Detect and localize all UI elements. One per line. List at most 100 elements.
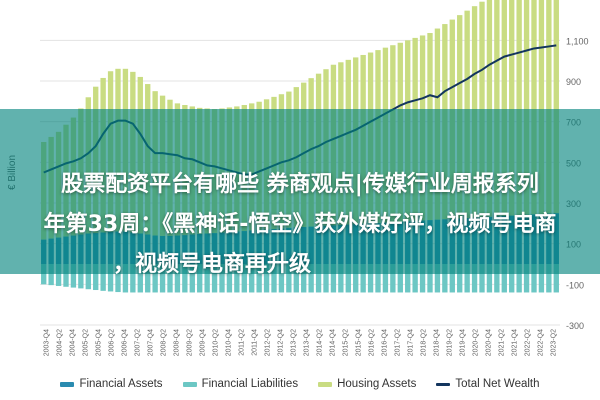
x-tick-label: 2019-Q4 <box>459 329 466 356</box>
bar-financial-liabilities <box>122 264 129 293</box>
x-tick-label: 2012-Q4 <box>277 329 284 356</box>
bar-financial-liabilities <box>419 264 426 293</box>
legend-item: Financial Liabilities <box>182 378 298 390</box>
x-tick-label: 2011-Q2 <box>238 329 245 356</box>
bar-financial-liabilities <box>479 264 485 293</box>
legend-swatch <box>182 381 197 387</box>
bar-financial-liabilities <box>174 264 181 293</box>
bar-financial-liabilities <box>152 264 158 293</box>
x-tick-label: 2018-Q4 <box>433 329 440 356</box>
bar-financial-liabilities <box>286 264 292 293</box>
x-tick-label: 2012-Q2 <box>264 329 271 356</box>
bar-financial-liabilities <box>256 264 262 293</box>
bar-financial-liabilities <box>308 264 314 293</box>
bar-financial-liabilities <box>197 264 203 293</box>
bar-housing-assets <box>486 0 493 217</box>
x-tick-label: 2006-Q2 <box>108 329 115 356</box>
x-tick-label: 2020-Q4 <box>485 329 492 356</box>
bar-housing-assets <box>546 0 552 214</box>
bar-financial-liabilities <box>100 264 106 291</box>
bar-financial-liabilities <box>78 264 84 289</box>
bar-financial-liabilities <box>338 264 344 293</box>
x-tick-label: 2022-Q4 <box>537 329 544 356</box>
bar-financial-liabilities <box>494 264 500 293</box>
x-tick-label: 2021-Q4 <box>511 329 518 356</box>
x-tick-label: 2005-Q2 <box>82 329 89 356</box>
bar-financial-liabilities <box>85 264 91 290</box>
bar-financial-liabilities <box>167 264 173 293</box>
legend-label: Financial Assets <box>79 378 163 390</box>
x-tick-label: 2010-Q2 <box>212 329 219 356</box>
y-tick-label: -300 <box>566 321 584 331</box>
x-tick-label: 2016-Q4 <box>381 329 388 356</box>
bar-financial-liabilities <box>345 264 351 293</box>
x-tick-label: 2010-Q4 <box>225 329 232 356</box>
bar-financial-liabilities <box>137 264 143 293</box>
legend-swatch <box>436 382 451 386</box>
x-tick-label: 2004-Q2 <box>56 329 63 356</box>
bar-financial-liabilities <box>301 264 307 293</box>
bar-financial-liabilities <box>271 264 277 293</box>
bar-financial-liabilities <box>449 264 455 293</box>
bar-financial-liabilities <box>464 264 470 293</box>
legend-swatch <box>60 381 75 387</box>
bar-financial-liabilities <box>412 264 418 293</box>
x-tick-label: 2017-Q2 <box>394 329 401 356</box>
x-tick-label: 2020-Q2 <box>472 329 479 356</box>
bar-financial-liabilities <box>48 264 54 286</box>
bar-financial-liabilities <box>249 264 255 293</box>
bar-financial-liabilities <box>427 264 433 293</box>
bar-financial-liabilities <box>93 264 99 291</box>
legend-swatch <box>318 381 333 387</box>
x-tick-label: 2022-Q2 <box>524 329 531 356</box>
bar-financial-liabilities <box>63 264 69 287</box>
bar-financial-liabilities <box>442 264 448 293</box>
legend-item: Total Net Wealth <box>436 378 540 390</box>
x-tick-label: 2008-Q4 <box>173 329 180 356</box>
overlay-title-line-2: 年第33周：《黑神话-悟空》获外媒好评，视频号电商 <box>43 212 557 237</box>
overlay-title-line-3: ，视频号电商再升级 <box>112 252 311 277</box>
bar-financial-liabilities <box>145 264 151 293</box>
legend-item: Financial Assets <box>60 378 163 390</box>
bar-housing-assets <box>531 0 537 215</box>
bar-financial-liabilities <box>501 264 507 293</box>
bar-financial-liabilities <box>226 264 233 293</box>
bar-financial-liabilities <box>234 264 240 293</box>
bar-financial-liabilities <box>486 264 493 293</box>
x-tick-label: 2008-Q2 <box>160 329 167 356</box>
bar-housing-assets <box>538 0 545 214</box>
bar-financial-liabilities <box>263 264 270 293</box>
title-overlay-banner: 股票配资平台有哪些 券商观点|传媒行业周报系列 年第33周：《黑神话-悟空》获外… <box>0 109 600 277</box>
bar-financial-liabilities <box>360 264 366 293</box>
overlay-title-line-1: 股票配资平台有哪些 券商观点|传媒行业周报系列 <box>61 172 539 197</box>
bar-financial-liabilities <box>189 264 195 293</box>
x-tick-label: 2003-Q4 <box>43 329 50 356</box>
bar-financial-liabilities <box>219 264 225 293</box>
x-tick-label: 2023-Q2 <box>550 329 557 356</box>
x-tick-label: 2014-Q4 <box>329 329 336 356</box>
bar-financial-liabilities <box>457 264 463 293</box>
bar-financial-liabilities <box>241 264 247 293</box>
bar-financial-liabilities <box>55 264 62 286</box>
y-tick-label: -100 <box>566 280 584 290</box>
bar-financial-liabilities <box>509 264 515 293</box>
x-tick-label: 2014-Q2 <box>316 329 323 356</box>
x-tick-label: 2016-Q2 <box>368 329 375 356</box>
x-tick-label: 2015-Q2 <box>342 329 349 356</box>
bar-financial-liabilities <box>130 264 136 293</box>
bar-financial-liabilities <box>375 264 381 293</box>
bar-financial-liabilities <box>353 264 359 293</box>
legend-label: Total Net Wealth <box>455 378 540 390</box>
bar-financial-liabilities <box>390 264 396 293</box>
x-tick-label: 2005-Q4 <box>95 329 102 356</box>
bar-financial-liabilities <box>41 264 47 285</box>
x-tick-label: 2007-Q2 <box>134 329 141 356</box>
x-tick-label: 2009-Q2 <box>186 329 193 356</box>
x-tick-label: 2011-Q4 <box>251 329 258 356</box>
x-tick-label: 2015-Q4 <box>355 329 362 356</box>
x-tick-label: 2009-Q4 <box>199 329 206 356</box>
bar-financial-liabilities <box>159 264 166 293</box>
bar-financial-liabilities <box>204 264 210 293</box>
bar-financial-liabilities <box>405 264 411 293</box>
x-tick-label: 2019-Q2 <box>446 329 453 356</box>
